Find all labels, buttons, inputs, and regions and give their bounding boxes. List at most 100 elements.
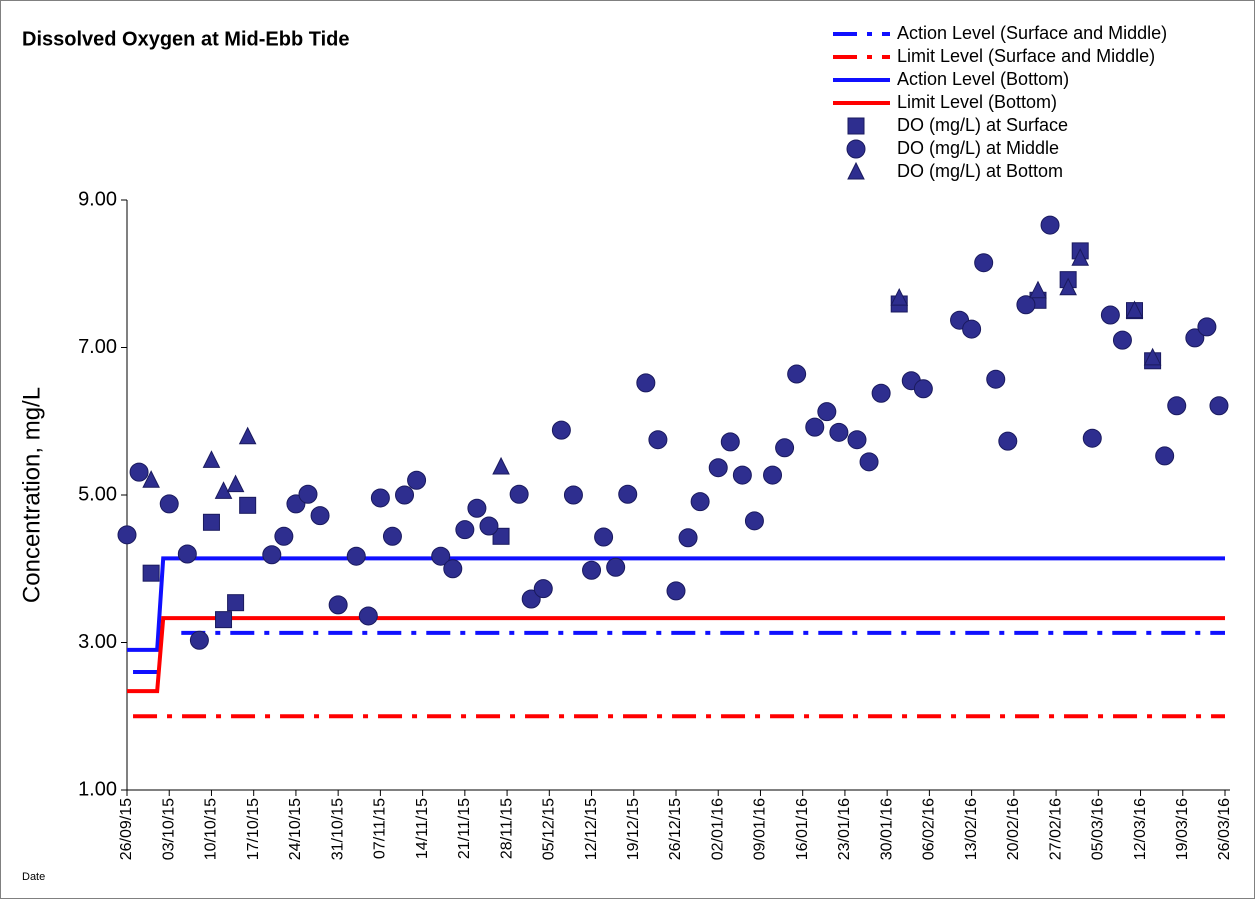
circle-marker (582, 560, 602, 580)
legend-label: Action Level (Bottom) (897, 69, 1069, 89)
circle-marker (189, 630, 209, 650)
circle-marker (443, 559, 463, 579)
x-tick-label: 05/03/16 (1090, 798, 1107, 860)
circle-marker (262, 545, 282, 565)
circle-marker (744, 511, 764, 531)
legend-label: Limit Level (Bottom) (897, 92, 1057, 112)
circle-marker (618, 484, 638, 504)
circle-marker (1155, 446, 1175, 466)
x-tick-label: 23/01/16 (836, 798, 853, 860)
circle-marker (479, 516, 499, 536)
y-tick-label: 3.00 (78, 631, 117, 653)
square-marker (239, 496, 257, 514)
circle-marker (732, 465, 752, 485)
x-tick-label: 30/01/16 (878, 798, 895, 860)
x-tick-label: 03/10/15 (160, 798, 177, 860)
x-tick-label: 06/02/16 (921, 798, 938, 860)
y-tick-label: 5.00 (78, 483, 117, 505)
circle-marker (328, 595, 348, 615)
circle-marker (846, 139, 866, 159)
x-tick-label: 17/10/15 (245, 798, 262, 860)
circle-marker (563, 485, 583, 505)
chart-title: Dissolved Oxygen at Mid-Ebb Tide (22, 28, 349, 50)
legend-label: Action Level (Surface and Middle) (897, 23, 1167, 43)
x-tick-label: 05/12/15 (541, 798, 558, 860)
x-tick-label: 19/03/16 (1174, 798, 1191, 860)
legend-label: DO (mg/L) at Middle (897, 138, 1059, 158)
circle-marker (1185, 328, 1205, 348)
y-axis-label: Concentration, mg/L (18, 387, 45, 603)
triangle-marker (1071, 248, 1090, 266)
circle-marker (382, 526, 402, 546)
triangle-marker (202, 450, 221, 468)
level-line (127, 556, 1225, 652)
square-marker (227, 594, 245, 612)
x-tick-label: 07/11/15 (372, 798, 389, 859)
x-tick-label: 13/02/16 (963, 798, 980, 860)
circle-marker (467, 498, 487, 518)
triangle-marker (890, 287, 909, 306)
x-tick-label: 24/10/15 (287, 798, 304, 860)
x-axis-label: Date (22, 871, 45, 883)
circle-marker (1082, 428, 1102, 448)
x-tick-label: 31/10/15 (329, 798, 346, 860)
x-tick-label: 02/01/16 (709, 798, 726, 860)
x-tick-label: 14/11/15 (414, 798, 431, 859)
level-line (127, 616, 1225, 694)
circle-marker (129, 462, 149, 482)
triangle-marker (1125, 300, 1144, 319)
x-tick-label: 21/11/15 (456, 798, 473, 859)
circle-marker (986, 369, 1006, 389)
square-marker (142, 564, 160, 582)
circle-marker (871, 383, 891, 403)
x-tick-label: 20/02/16 (1005, 798, 1022, 860)
x-tick-label: 27/02/16 (1047, 798, 1064, 860)
triangle-marker (142, 470, 160, 488)
circle-marker (913, 379, 933, 399)
circle-marker (1040, 215, 1060, 235)
legend: Action Level (Surface and Middle) Limit L… (833, 23, 1167, 181)
circle-marker (298, 484, 318, 504)
circle-marker (690, 492, 710, 512)
circle-marker (763, 465, 783, 485)
circle-marker (847, 430, 867, 450)
circle-marker (817, 402, 837, 422)
circle-marker (431, 546, 451, 566)
x-tick-label: 12/03/16 (1132, 798, 1149, 860)
square-marker (847, 117, 865, 135)
circle-marker (998, 431, 1018, 451)
y-tick-label: 9.00 (78, 188, 117, 210)
legend-label: Limit Level (Surface and Middle) (897, 46, 1155, 66)
circle-marker (678, 528, 698, 548)
level-line (133, 630, 1225, 674)
triangle-marker (214, 481, 233, 499)
circle-marker (805, 417, 825, 437)
circle-marker (358, 606, 378, 626)
x-tick-label: 19/12/15 (625, 798, 642, 860)
circle-marker (533, 579, 553, 599)
circle-marker (407, 470, 427, 490)
circle-marker (1197, 317, 1217, 337)
circle-marker (509, 484, 529, 504)
circle-marker (648, 430, 668, 450)
triangle-marker (1143, 347, 1162, 366)
circle-marker (274, 526, 294, 546)
x-tick-label: 10/10/15 (203, 798, 220, 860)
circle-marker (787, 364, 807, 384)
circle-marker (346, 546, 366, 566)
circle-marker (310, 506, 330, 526)
square-marker (492, 527, 510, 545)
triangle-marker (847, 161, 865, 180)
x-tick-label: 26/03/16 (1216, 798, 1233, 860)
circle-marker (636, 373, 656, 393)
circle-marker (1167, 396, 1187, 416)
circle-marker (974, 253, 994, 273)
x-tick-label: 12/12/15 (583, 798, 600, 860)
circle-marker (551, 420, 571, 440)
square-marker (215, 611, 233, 629)
circle-marker (666, 581, 686, 601)
square-marker (202, 513, 220, 531)
circle-marker (1112, 330, 1132, 350)
circle-marker (1100, 305, 1120, 325)
